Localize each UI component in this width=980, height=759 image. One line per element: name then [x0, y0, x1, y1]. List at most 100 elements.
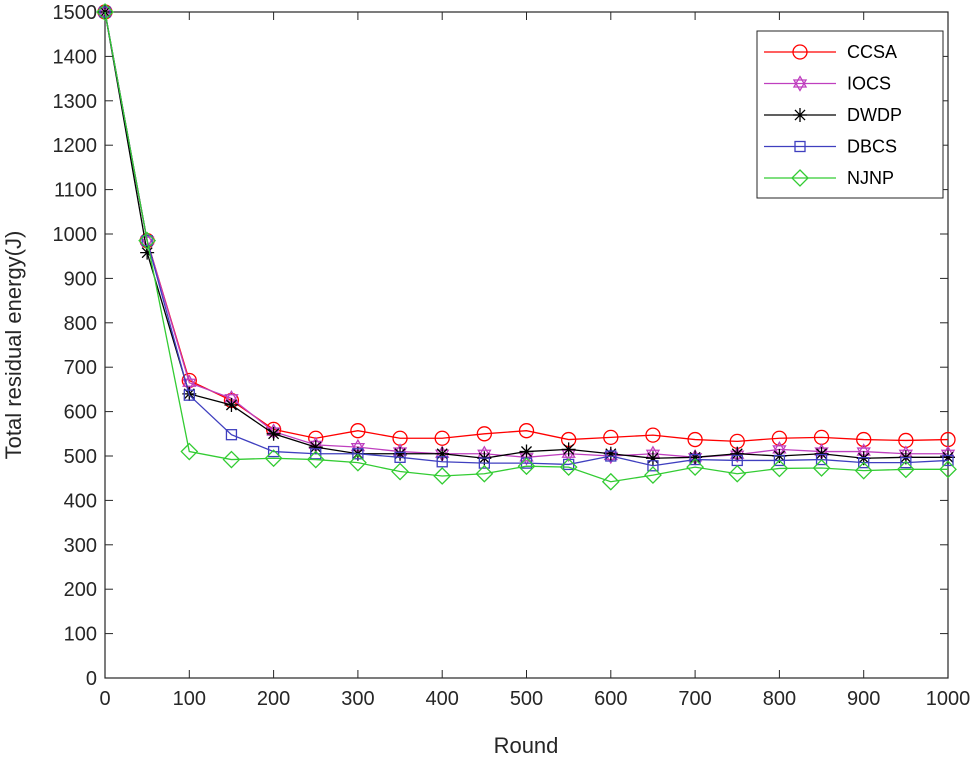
x-tick-label: 100 — [173, 688, 206, 710]
data-point-njnp — [180, 442, 199, 461]
data-point-ccsa — [350, 423, 366, 439]
legend-marker-njnp — [791, 169, 809, 187]
y-tick-label: 300 — [64, 535, 97, 557]
data-point-dwdp — [603, 446, 618, 461]
data-point-dbcs — [647, 460, 659, 472]
data-point-dbcs — [436, 456, 448, 468]
data-point-njnp — [644, 466, 662, 485]
data-point-dwdp — [435, 446, 450, 461]
data-point-dbcs — [141, 235, 153, 247]
data-point-dwdp — [519, 444, 534, 459]
data-point-dwdp — [140, 245, 155, 260]
data-point-njnp — [222, 450, 241, 469]
y-tick-label: 400 — [64, 490, 97, 512]
data-point-ccsa — [518, 423, 535, 439]
series-njnp — [96, 3, 957, 491]
data-point-dwdp — [688, 450, 703, 465]
y-axis-title: Total residual energy(J) — [1, 231, 26, 460]
series-line-njnp — [104, 11, 948, 483]
data-point-dbcs — [858, 457, 870, 469]
data-point-dbcs — [183, 389, 195, 401]
data-point-njnp — [812, 459, 831, 477]
legend-marker-iocs — [792, 75, 808, 92]
legend-label: DWDP — [847, 105, 902, 125]
legend-marker-dbcs — [794, 140, 806, 153]
y-tick-label: 200 — [64, 579, 97, 601]
data-point-njnp — [770, 459, 789, 478]
data-point-dbcs — [815, 453, 828, 466]
data-point-ccsa — [603, 429, 619, 446]
data-point-dbcs — [99, 6, 111, 18]
data-point-dwdp — [266, 426, 281, 441]
data-point-dwdp — [393, 446, 408, 461]
y-tick-label: 0 — [86, 668, 97, 690]
series-line-dbcs — [104, 11, 949, 467]
y-tick-label: 1400 — [53, 46, 98, 68]
data-point-ccsa — [476, 426, 493, 442]
data-point-njnp — [939, 460, 957, 479]
x-tick-label: 600 — [594, 688, 627, 710]
data-point-dbcs — [773, 454, 786, 467]
data-point-njnp — [686, 458, 705, 477]
data-point-ccsa — [687, 431, 703, 448]
y-tick-label: 100 — [64, 624, 97, 646]
data-point-dwdp — [645, 451, 660, 466]
legend-item-dbcs: DBCS — [764, 137, 897, 157]
data-point-dwdp — [561, 442, 576, 457]
x-tick-label: 1000 — [926, 688, 971, 710]
legend-item-dwdp: DWDP — [764, 105, 902, 125]
y-tick-label: 700 — [64, 357, 97, 379]
x-tick-label: 200 — [257, 688, 290, 710]
data-point-njnp — [896, 460, 915, 479]
data-point-dbcs — [478, 457, 491, 469]
legend-item-iocs: IOCS — [764, 74, 891, 94]
data-point-dbcs — [942, 454, 954, 467]
legend-marker-dwdp — [793, 108, 807, 122]
series-layer — [96, 3, 957, 491]
data-point-njnp — [264, 449, 283, 468]
data-point-njnp — [433, 467, 452, 485]
legend-label: CCSA — [847, 42, 897, 62]
x-tick-label: 800 — [763, 688, 796, 710]
y-tick-label: 900 — [64, 268, 97, 290]
x-axis-title: Round — [494, 733, 559, 758]
x-tick-label: 500 — [510, 688, 543, 710]
legend-label: NJNP — [847, 168, 894, 188]
data-point-njnp — [391, 462, 409, 481]
data-point-dwdp — [308, 440, 323, 455]
data-point-njnp — [601, 472, 620, 491]
data-point-njnp — [559, 458, 578, 477]
y-tick-label: 500 — [64, 446, 97, 468]
x-tick-label: 700 — [678, 688, 711, 710]
data-point-njnp — [306, 450, 325, 469]
data-point-dbcs — [352, 448, 364, 460]
x-tick-label: 900 — [847, 688, 880, 710]
legend-label: IOCS — [847, 74, 891, 94]
y-tick-label: 1000 — [53, 224, 98, 246]
data-point-dbcs — [900, 457, 912, 469]
x-tick-label: 400 — [426, 688, 459, 710]
data-point-dwdp — [941, 450, 955, 465]
data-point-dwdp — [224, 397, 239, 412]
data-point-njnp — [475, 464, 494, 483]
data-point-njnp — [138, 231, 157, 250]
data-point-dwdp — [730, 446, 745, 461]
data-point-njnp — [96, 3, 114, 21]
data-point-ccsa — [434, 430, 450, 446]
data-point-njnp — [517, 457, 536, 476]
data-point-ccsa — [856, 431, 872, 448]
legend-item-ccsa: CCSA — [764, 42, 897, 62]
data-point-dbcs — [225, 429, 238, 441]
data-point-njnp — [348, 453, 367, 472]
x-tick-label: 0 — [99, 688, 110, 710]
y-tick-label: 1100 — [54, 180, 97, 202]
legend-marker-ccsa — [792, 44, 808, 60]
y-tick-label: 1500 — [53, 2, 98, 24]
data-point-dwdp — [814, 446, 829, 461]
data-point-dbcs — [394, 451, 406, 463]
data-point-dbcs — [689, 453, 701, 466]
data-point-dbcs — [605, 450, 617, 462]
y-tick-label: 600 — [64, 402, 97, 424]
legend-item-njnp: NJNP — [764, 168, 894, 188]
